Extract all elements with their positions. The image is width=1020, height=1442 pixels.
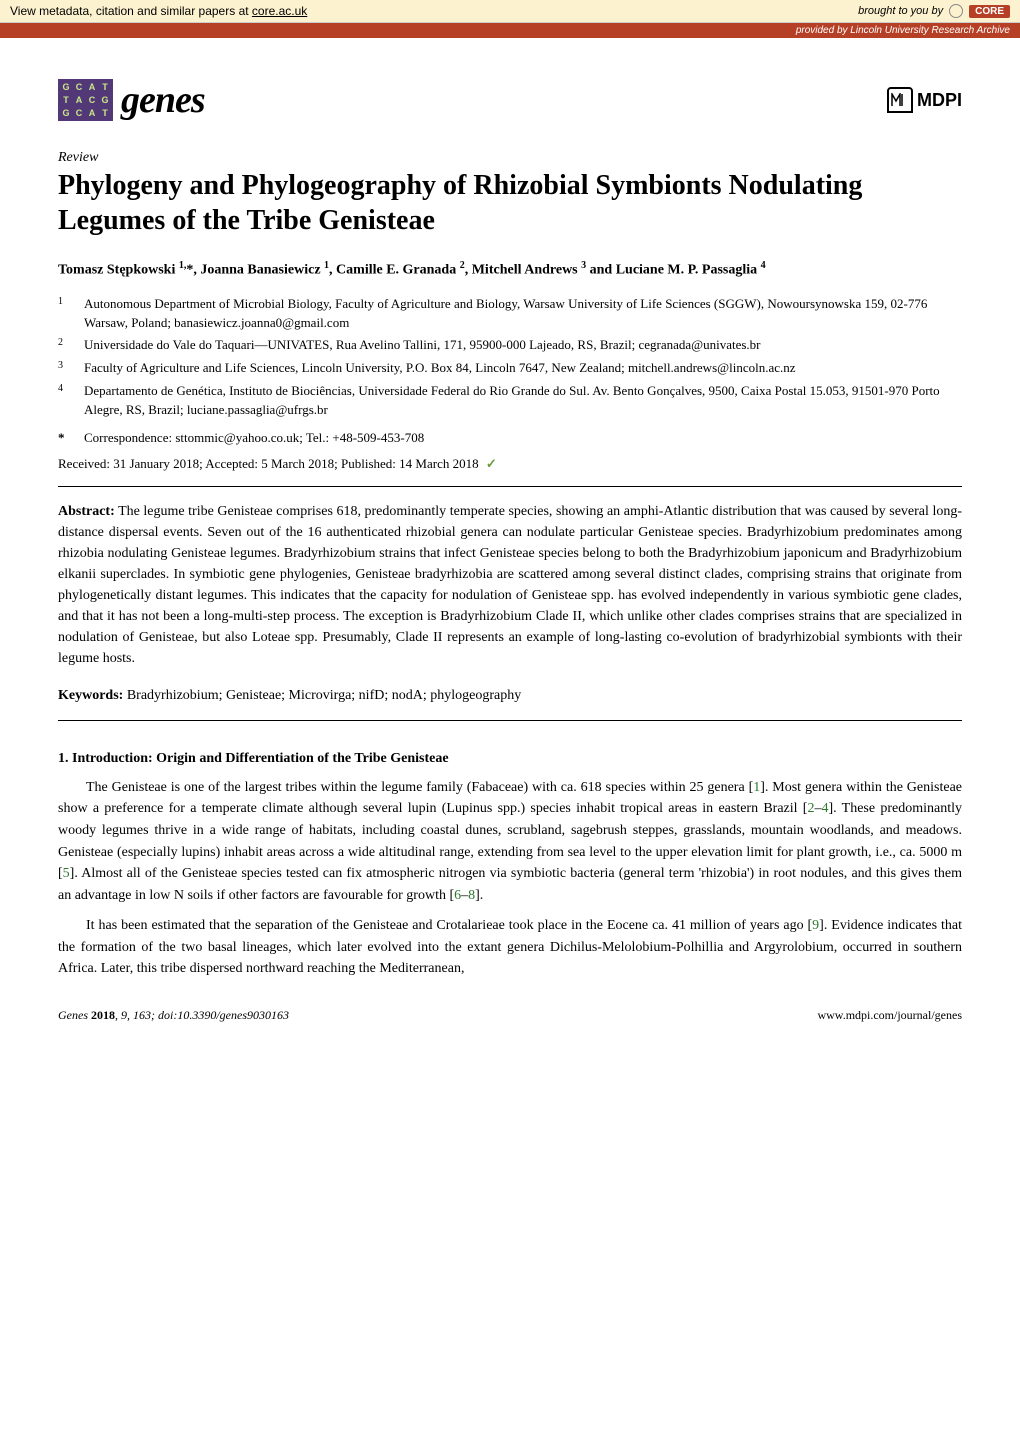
provided-prefix: provided by xyxy=(796,25,850,36)
check-updates-icon[interactable]: ✓ xyxy=(486,456,497,471)
core-left-text: View metadata, citation and similar pape… xyxy=(10,4,252,18)
affiliation-item: 1Autonomous Department of Microbial Biol… xyxy=(84,295,962,333)
article-type: Review xyxy=(58,150,962,166)
article-dates: Received: 31 January 2018; Accepted: 5 M… xyxy=(58,456,962,472)
mdpi-icon xyxy=(887,87,913,113)
article-title: Phylogeny and Phylogeography of Rhizobia… xyxy=(58,168,962,238)
journal-logo: GCAT TACG GCAT genes xyxy=(58,78,205,122)
footer-right[interactable]: www.mdpi.com/journal/genes xyxy=(817,1008,962,1023)
keywords: Keywords: Bradyrhizobium; Genisteae; Mic… xyxy=(58,685,962,706)
provided-source[interactable]: Lincoln University Research Archive xyxy=(850,25,1010,36)
affiliation-number: 4 xyxy=(58,382,63,397)
affiliation-item: 4Departamento de Genética, Instituto de … xyxy=(84,382,962,420)
affiliation-item: 3Faculty of Agriculture and Life Science… xyxy=(84,359,962,378)
affiliation-text: Universidade do Vale do Taquari—UNIVATES… xyxy=(84,337,761,352)
core-right: brought to you by CORE xyxy=(858,4,1010,18)
core-banner: View metadata, citation and similar pape… xyxy=(0,0,1020,23)
correspondence-text: Correspondence: sttommic@yahoo.co.uk; Te… xyxy=(84,430,424,445)
affiliation-number: 3 xyxy=(58,359,63,374)
citation[interactable]: 5 xyxy=(63,866,70,881)
genes-grid-icon: GCAT TACG GCAT xyxy=(58,79,113,121)
journal-name: genes xyxy=(121,78,205,122)
authors-list: Tomasz Stępkowski 1,*, Joanna Banasiewic… xyxy=(58,258,962,281)
publisher-logo: MDPI xyxy=(887,87,962,113)
correspondence-star: * xyxy=(58,430,65,446)
divider-top xyxy=(58,486,962,487)
body-paragraph-1: The Genisteae is one of the largest trib… xyxy=(58,777,962,907)
affiliation-item: 2Universidade do Vale do Taquari—UNIVATE… xyxy=(84,336,962,355)
header-row: GCAT TACG GCAT genes MDPI xyxy=(58,78,962,122)
body-paragraph-2: It has been estimated that the separatio… xyxy=(58,915,962,980)
core-brought-by: brought to you by xyxy=(858,5,943,17)
abstract-text: The legume tribe Genisteae comprises 618… xyxy=(58,504,962,666)
divider-bottom xyxy=(58,720,962,721)
page-content: GCAT TACG GCAT genes MDPI Review Phyloge… xyxy=(0,38,1020,1053)
core-left: View metadata, citation and similar pape… xyxy=(10,4,307,18)
provided-bar: provided by Lincoln University Research … xyxy=(0,23,1020,38)
affiliation-text: Departamento de Genética, Instituto de B… xyxy=(84,383,940,417)
core-logo-icon xyxy=(949,4,963,18)
keywords-label: Keywords: xyxy=(58,688,123,703)
affiliation-text: Faculty of Agriculture and Life Sciences… xyxy=(84,360,796,375)
correspondence: * Correspondence: sttommic@yahoo.co.uk; … xyxy=(58,430,962,446)
affiliation-text: Autonomous Department of Microbial Biolo… xyxy=(84,296,927,330)
dates-text: Received: 31 January 2018; Accepted: 5 M… xyxy=(58,456,479,471)
affiliations-list: 1 Autonomous Department of Microbial Biol… xyxy=(58,295,962,420)
affiliation-number: 1 xyxy=(58,295,63,310)
keywords-text: Bradyrhizobium; Genisteae; Microvirga; n… xyxy=(123,688,521,703)
section-heading: 1. Introduction: Origin and Differentiat… xyxy=(58,751,962,767)
footer-left: Genes 2018, 9, 163; doi:10.3390/genes903… xyxy=(58,1008,289,1023)
core-link[interactable]: core.ac.uk xyxy=(252,4,307,18)
affiliation-number: 2 xyxy=(58,336,63,351)
publisher-name: MDPI xyxy=(917,90,962,111)
page-footer: Genes 2018, 9, 163; doi:10.3390/genes903… xyxy=(58,1008,962,1023)
abstract: Abstract: The legume tribe Genisteae com… xyxy=(58,501,962,669)
abstract-label: Abstract: xyxy=(58,504,115,519)
core-badge[interactable]: CORE xyxy=(969,5,1010,18)
